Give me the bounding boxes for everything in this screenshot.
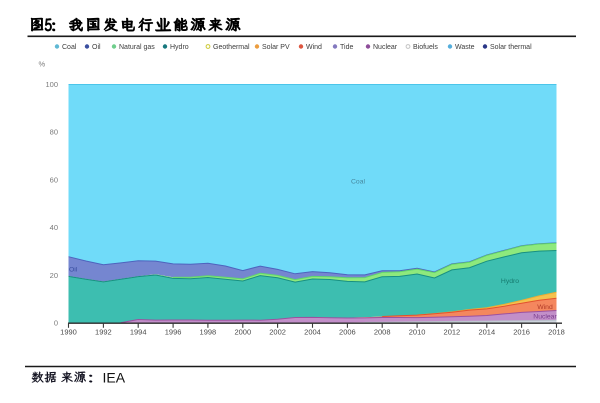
svg-text:2018: 2018 xyxy=(548,328,565,337)
svg-text:Geothermal: Geothermal xyxy=(213,44,250,51)
svg-text:1990: 1990 xyxy=(60,328,77,337)
svg-text:Tide: Tide xyxy=(340,44,353,51)
svg-text:Biofuels: Biofuels xyxy=(413,44,438,51)
svg-text:Oil: Oil xyxy=(69,267,78,274)
svg-text:40: 40 xyxy=(50,223,58,232)
svg-text:Nuclear: Nuclear xyxy=(533,314,557,321)
svg-text:Solar PV: Solar PV xyxy=(262,44,290,51)
svg-text:1996: 1996 xyxy=(165,328,182,337)
svg-text:Wind: Wind xyxy=(537,304,553,311)
svg-text:1992: 1992 xyxy=(95,328,112,337)
svg-text:80: 80 xyxy=(50,128,58,137)
svg-text:IEA: IEA xyxy=(103,369,126,385)
svg-text:0: 0 xyxy=(54,319,58,328)
svg-text:Coal: Coal xyxy=(351,179,365,186)
svg-text:1998: 1998 xyxy=(200,328,217,337)
svg-text:20: 20 xyxy=(50,271,58,280)
svg-text:Hydro: Hydro xyxy=(170,44,189,51)
svg-text:2004: 2004 xyxy=(304,328,321,337)
svg-text:Wind: Wind xyxy=(306,44,322,51)
svg-text:2006: 2006 xyxy=(339,328,356,337)
svg-text:Oil: Oil xyxy=(92,44,101,51)
svg-text:2000: 2000 xyxy=(234,328,251,337)
svg-text:2002: 2002 xyxy=(269,328,286,337)
svg-text:60: 60 xyxy=(50,175,58,184)
svg-text:2014: 2014 xyxy=(478,328,495,337)
svg-text:2012: 2012 xyxy=(444,328,461,337)
svg-text:Nuclear: Nuclear xyxy=(373,44,398,51)
svg-text:Waste: Waste xyxy=(455,44,475,51)
svg-text:100: 100 xyxy=(45,80,58,89)
svg-text:Hydro: Hydro xyxy=(501,278,519,285)
svg-text:2010: 2010 xyxy=(409,328,426,337)
svg-text:2016: 2016 xyxy=(513,328,530,337)
svg-text:Coal: Coal xyxy=(62,44,77,51)
svg-text:Solar thermal: Solar thermal xyxy=(490,44,532,51)
svg-text:Natural gas: Natural gas xyxy=(119,44,155,51)
svg-text:2008: 2008 xyxy=(374,328,391,337)
svg-text:%: % xyxy=(39,60,46,69)
svg-text:1994: 1994 xyxy=(130,328,147,337)
